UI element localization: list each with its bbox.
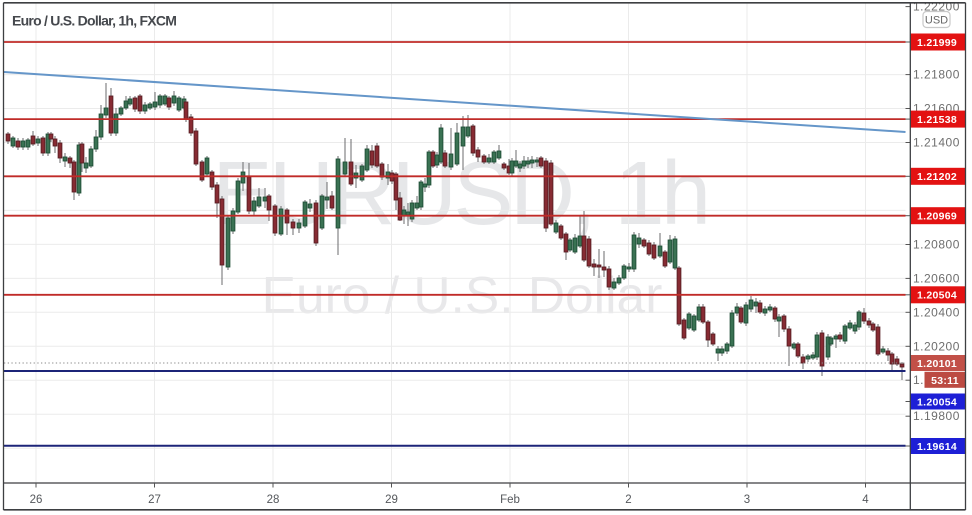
svg-text:27: 27 — [148, 494, 161, 506]
svg-text:28: 28 — [267, 494, 280, 506]
svg-text:Euro / U.S. Dollar, 1h, FXCM: Euro / U.S. Dollar, 1h, FXCM — [12, 13, 176, 29]
svg-text:3: 3 — [744, 494, 750, 506]
svg-text:1.21538: 1.21538 — [917, 114, 957, 126]
svg-text:1.20504: 1.20504 — [917, 290, 957, 302]
svg-text:1.21202: 1.21202 — [917, 171, 957, 183]
svg-text:1.20200: 1.20200 — [913, 339, 960, 353]
svg-text:1.20969: 1.20969 — [917, 211, 957, 223]
svg-text:1.20101: 1.20101 — [917, 358, 957, 370]
svg-text:53:11: 53:11 — [931, 375, 959, 387]
svg-text:Feb: Feb — [500, 494, 520, 506]
svg-text:4: 4 — [862, 494, 869, 506]
svg-text:1.21400: 1.21400 — [913, 136, 960, 150]
svg-text:EURUSD, 1h: EURUSD, 1h — [212, 144, 707, 244]
svg-text:1.19614: 1.19614 — [917, 441, 957, 453]
svg-text:1.20600: 1.20600 — [913, 271, 960, 285]
svg-text:2: 2 — [625, 494, 631, 506]
svg-text:USD: USD — [925, 15, 948, 27]
svg-text:1.21800: 1.21800 — [913, 68, 960, 82]
svg-text:1.20800: 1.20800 — [913, 238, 960, 252]
svg-text:1.19800: 1.19800 — [913, 409, 960, 423]
svg-text:29: 29 — [385, 494, 398, 506]
svg-text:26: 26 — [30, 494, 43, 506]
svg-text:1.20400: 1.20400 — [913, 305, 960, 319]
svg-text:1.20054: 1.20054 — [917, 396, 957, 408]
svg-text:1.21999: 1.21999 — [917, 37, 957, 49]
